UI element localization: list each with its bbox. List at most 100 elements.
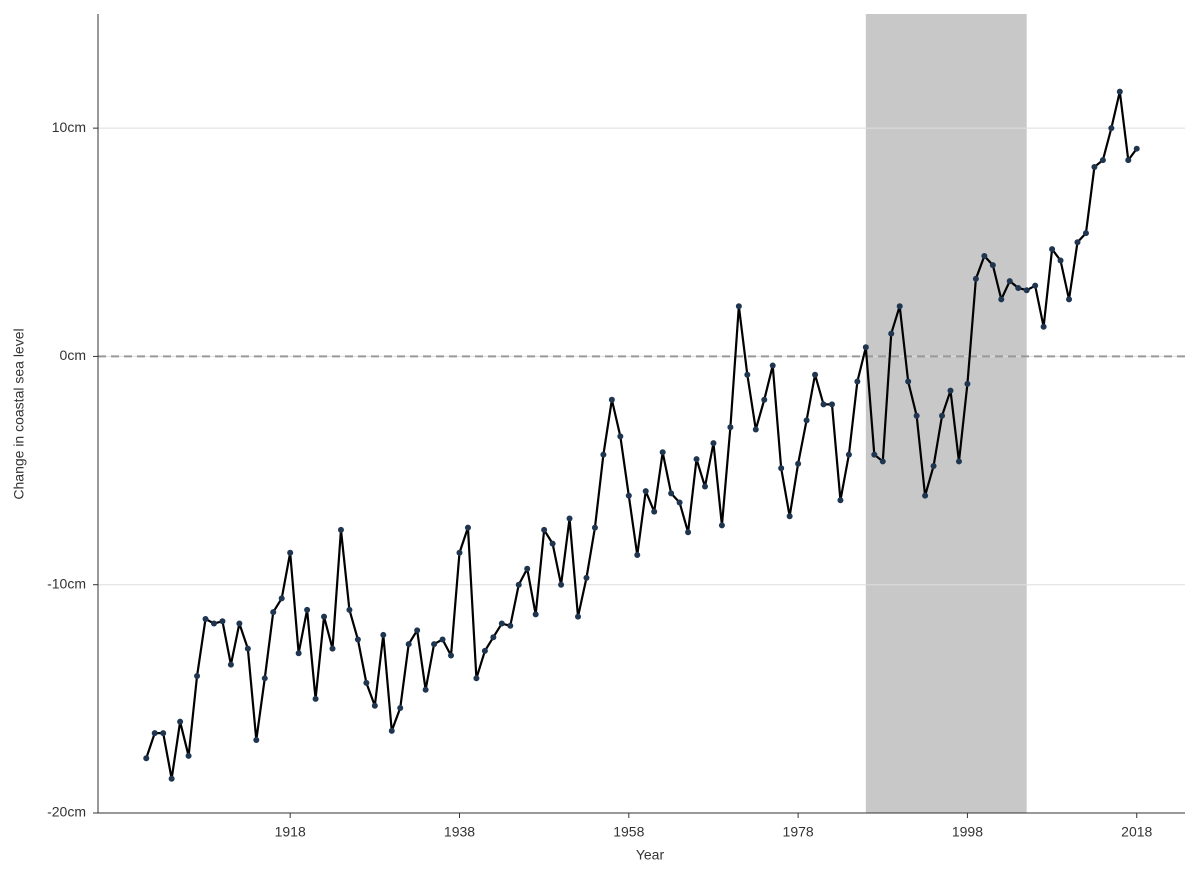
data-point [346, 606, 353, 613]
data-point [617, 433, 624, 440]
data-point [236, 620, 243, 627]
data-point [278, 595, 285, 602]
data-point [448, 652, 455, 659]
data-point [1023, 287, 1030, 294]
data-point [456, 549, 463, 556]
data-point [515, 581, 522, 588]
data-point [270, 609, 277, 616]
y-tick-label: -10cm [47, 575, 86, 591]
data-point [405, 641, 412, 648]
data-point [329, 645, 336, 652]
data-point [718, 522, 725, 529]
data-point [1074, 239, 1081, 246]
data-point [778, 465, 785, 472]
data-point [160, 730, 167, 737]
x-tick-label: 1998 [952, 824, 983, 840]
y-tick-label: 0cm [60, 347, 86, 363]
data-point [1091, 163, 1098, 170]
data-point [431, 641, 438, 648]
data-point [177, 718, 184, 725]
data-point [227, 661, 234, 668]
data-point [837, 497, 844, 504]
data-point [202, 615, 209, 622]
data-point [812, 371, 819, 378]
data-point [744, 371, 751, 378]
data-point [1006, 278, 1013, 285]
data-point [710, 440, 717, 447]
data-point [930, 463, 937, 470]
data-point [871, 451, 878, 458]
data-point [397, 704, 404, 711]
data-point [939, 412, 946, 419]
data-point [964, 380, 971, 387]
data-point [1015, 284, 1022, 291]
data-point [1108, 125, 1115, 132]
data-point [989, 262, 996, 269]
data-point [752, 426, 759, 433]
x-tick-label: 1938 [444, 824, 475, 840]
data-point [1057, 257, 1064, 264]
data-point [481, 647, 488, 654]
data-point [498, 620, 505, 627]
data-point [1125, 157, 1132, 164]
data-point [668, 490, 675, 497]
data-point [854, 378, 861, 385]
data-point [354, 636, 361, 643]
data-point [575, 613, 582, 620]
data-point [1049, 246, 1056, 253]
data-point [295, 650, 302, 657]
data-point [244, 645, 251, 652]
data-point [685, 529, 692, 536]
data-point [558, 581, 565, 588]
data-point [219, 618, 226, 625]
data-point [905, 378, 912, 385]
data-point [1133, 145, 1140, 152]
x-tick-label: 1918 [275, 824, 306, 840]
data-point [337, 526, 344, 533]
data-point [1082, 230, 1089, 237]
data-point [922, 492, 929, 499]
data-point [371, 702, 378, 709]
data-point [541, 526, 548, 533]
data-point [634, 552, 641, 559]
data-point [888, 330, 895, 337]
data-point [625, 492, 632, 499]
data-point [1040, 323, 1047, 330]
data-point [388, 727, 395, 734]
data-point [532, 611, 539, 618]
data-point [473, 675, 480, 682]
x-tick-label: 1958 [613, 824, 644, 840]
data-point [261, 675, 268, 682]
data-point [608, 396, 615, 403]
series-line [145, 90, 1138, 780]
data-point [1116, 88, 1123, 95]
data-point [862, 344, 869, 351]
data-point [769, 362, 776, 369]
x-tick-label: 2018 [1121, 824, 1152, 840]
data-point [363, 679, 370, 686]
data-point [168, 775, 175, 782]
data-point [701, 483, 708, 490]
data-point [879, 458, 886, 465]
data-point [591, 524, 598, 531]
data-point [143, 755, 150, 762]
data-point [321, 613, 328, 620]
data-point [253, 736, 260, 743]
data-point [676, 499, 683, 506]
data-point [566, 515, 573, 522]
data-point [651, 508, 658, 515]
data-point [524, 565, 531, 572]
x-axis-label: Year [636, 847, 665, 863]
shaded-region [865, 14, 1027, 813]
data-point [1099, 157, 1106, 164]
data-point [820, 401, 827, 408]
data-point [583, 574, 590, 581]
data-point [947, 387, 954, 394]
data-point [600, 451, 607, 458]
data-point [913, 412, 920, 419]
data-point [795, 460, 802, 467]
data-point [422, 686, 429, 693]
data-point [464, 524, 471, 531]
data-point [896, 303, 903, 310]
